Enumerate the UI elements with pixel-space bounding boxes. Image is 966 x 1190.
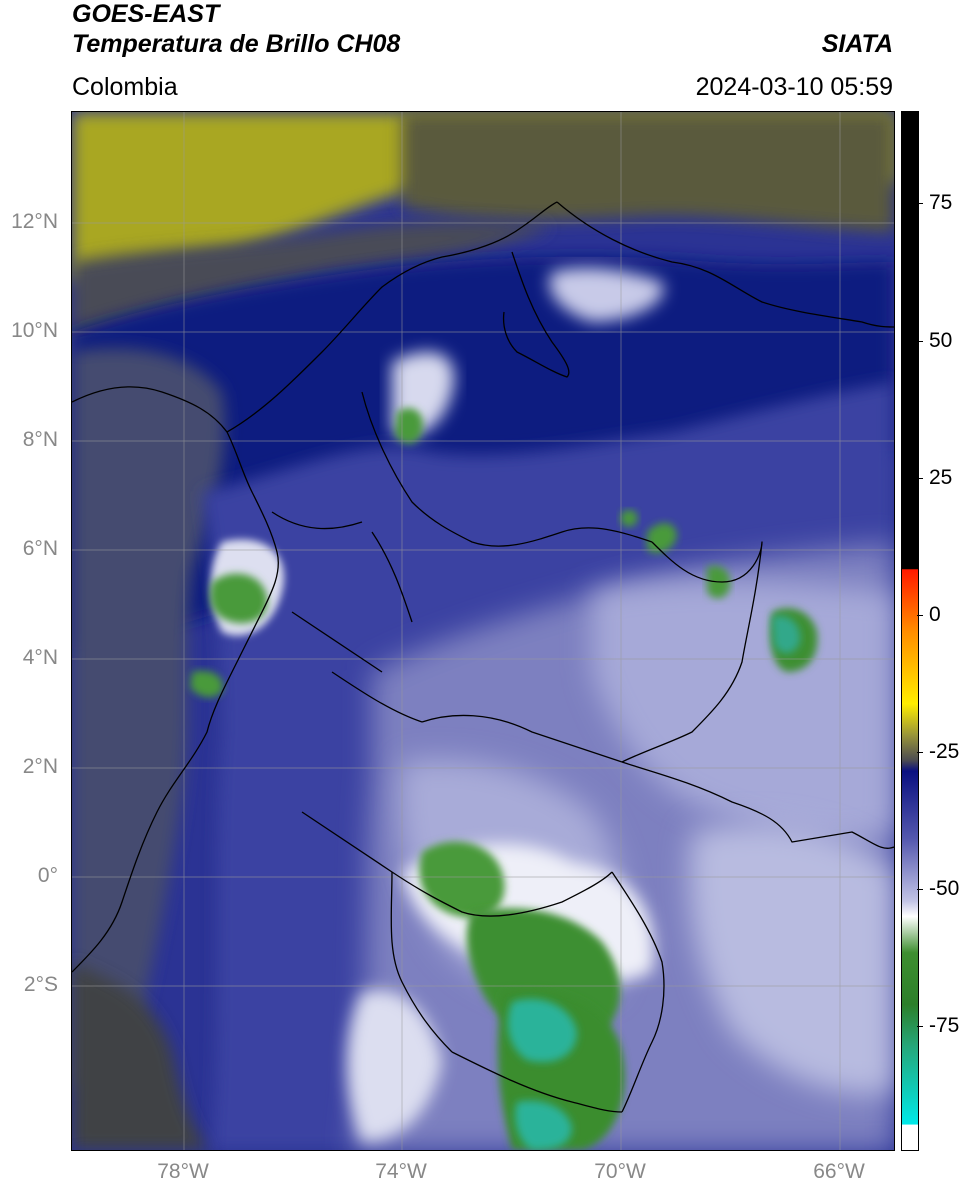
colorbar-tick-50 bbox=[917, 341, 923, 342]
convection-green-east-3 bbox=[647, 522, 677, 554]
map-panel bbox=[71, 111, 895, 1151]
lat-label-0: 0° bbox=[37, 864, 58, 887]
lavender-region-orinoco bbox=[592, 580, 894, 841]
cloud-white-maracaibo bbox=[549, 267, 664, 322]
cold-top-teal-1 bbox=[507, 998, 577, 1063]
lon-label-74w: 74°W bbox=[375, 1160, 427, 1183]
colorbar-gradient bbox=[902, 112, 918, 1150]
pacific-gray-region bbox=[72, 348, 225, 1092]
colombia-brazil-border bbox=[611, 871, 665, 1113]
caribbean-coastline-west bbox=[226, 201, 558, 433]
colorbar-label-m75: -75 bbox=[929, 1014, 960, 1037]
convection-green-choco-1 bbox=[210, 573, 268, 624]
department-borders bbox=[271, 511, 423, 723]
cloud-white-southwest bbox=[347, 990, 442, 1142]
peru-brazil-border bbox=[451, 1051, 623, 1113]
colorbar-label-50: 50 bbox=[929, 329, 953, 352]
lon-label-78w: 78°W bbox=[157, 1160, 209, 1183]
lavender-region-southeast bbox=[689, 824, 894, 1094]
venezuela-brazil-border bbox=[621, 761, 894, 849]
convection-green-east-4 bbox=[620, 510, 638, 527]
colorbar-tick-25 bbox=[917, 478, 923, 479]
lat-label-10n: 10°N bbox=[11, 319, 58, 342]
colombia-venezuela-border bbox=[621, 541, 763, 763]
venezuela-north-coast bbox=[556, 201, 894, 328]
timestamp-label: 2024-03-10 05:59 bbox=[695, 73, 893, 101]
lat-label-2n: 2°N bbox=[22, 755, 58, 778]
colombia-ecuador-peru-border bbox=[301, 811, 613, 917]
ecuador-peru-border bbox=[390, 871, 453, 1053]
colorbar-label-m50: -50 bbox=[929, 877, 960, 900]
colorbar-tick-75 bbox=[917, 203, 923, 204]
colorbar-label-25: 25 bbox=[929, 466, 953, 489]
lon-label-66w: 66°W bbox=[813, 1160, 865, 1183]
colorbar-tick-m25 bbox=[917, 752, 923, 753]
colorbar-label-75: 75 bbox=[929, 191, 953, 214]
pacific-dark-southwest bbox=[72, 962, 212, 1150]
convection-green-magdalena bbox=[395, 408, 423, 444]
pacific-coastline bbox=[72, 386, 279, 973]
colorbar-fill bbox=[902, 112, 918, 1150]
colorbar-tick-0 bbox=[917, 615, 923, 616]
convection-green-core-1 bbox=[419, 841, 505, 918]
lat-label-2s: 2°S bbox=[23, 973, 58, 996]
lat-label-6n: 6°N bbox=[22, 537, 58, 560]
maracaibo-coast bbox=[502, 251, 570, 378]
gray-band-north bbox=[72, 221, 552, 342]
colorbar-tick-m75 bbox=[917, 1026, 923, 1027]
lat-label-12n: 12°N bbox=[11, 210, 58, 233]
political-borders bbox=[72, 201, 894, 1113]
colorbar-label-m25: -25 bbox=[929, 740, 960, 763]
colorbar-tick-m50 bbox=[917, 889, 923, 890]
andes-border-1 bbox=[361, 391, 653, 547]
title-satellite: GOES-EAST bbox=[72, 0, 220, 28]
colorbar bbox=[901, 111, 919, 1151]
cold-top-teal-2 bbox=[515, 1100, 572, 1150]
dry-air-north-gray bbox=[402, 112, 894, 232]
brand-label: SIATA bbox=[821, 30, 893, 58]
title-product: Temperatura de Brillo CH08 bbox=[72, 30, 401, 58]
colorbar-label-0: 0 bbox=[929, 603, 941, 626]
lat-label-4n: 4°N bbox=[22, 646, 58, 669]
internal-border-guaviare bbox=[421, 714, 623, 763]
brightness-temperature-map bbox=[72, 112, 894, 1150]
convection-green-choco-2 bbox=[190, 670, 223, 698]
graticule bbox=[72, 112, 894, 1150]
subtitle-region: Colombia bbox=[72, 73, 178, 101]
lon-label-70w: 70°W bbox=[594, 1160, 646, 1183]
cold-top-teal-3 bbox=[772, 615, 801, 654]
lat-label-8n: 8°N bbox=[22, 428, 58, 451]
